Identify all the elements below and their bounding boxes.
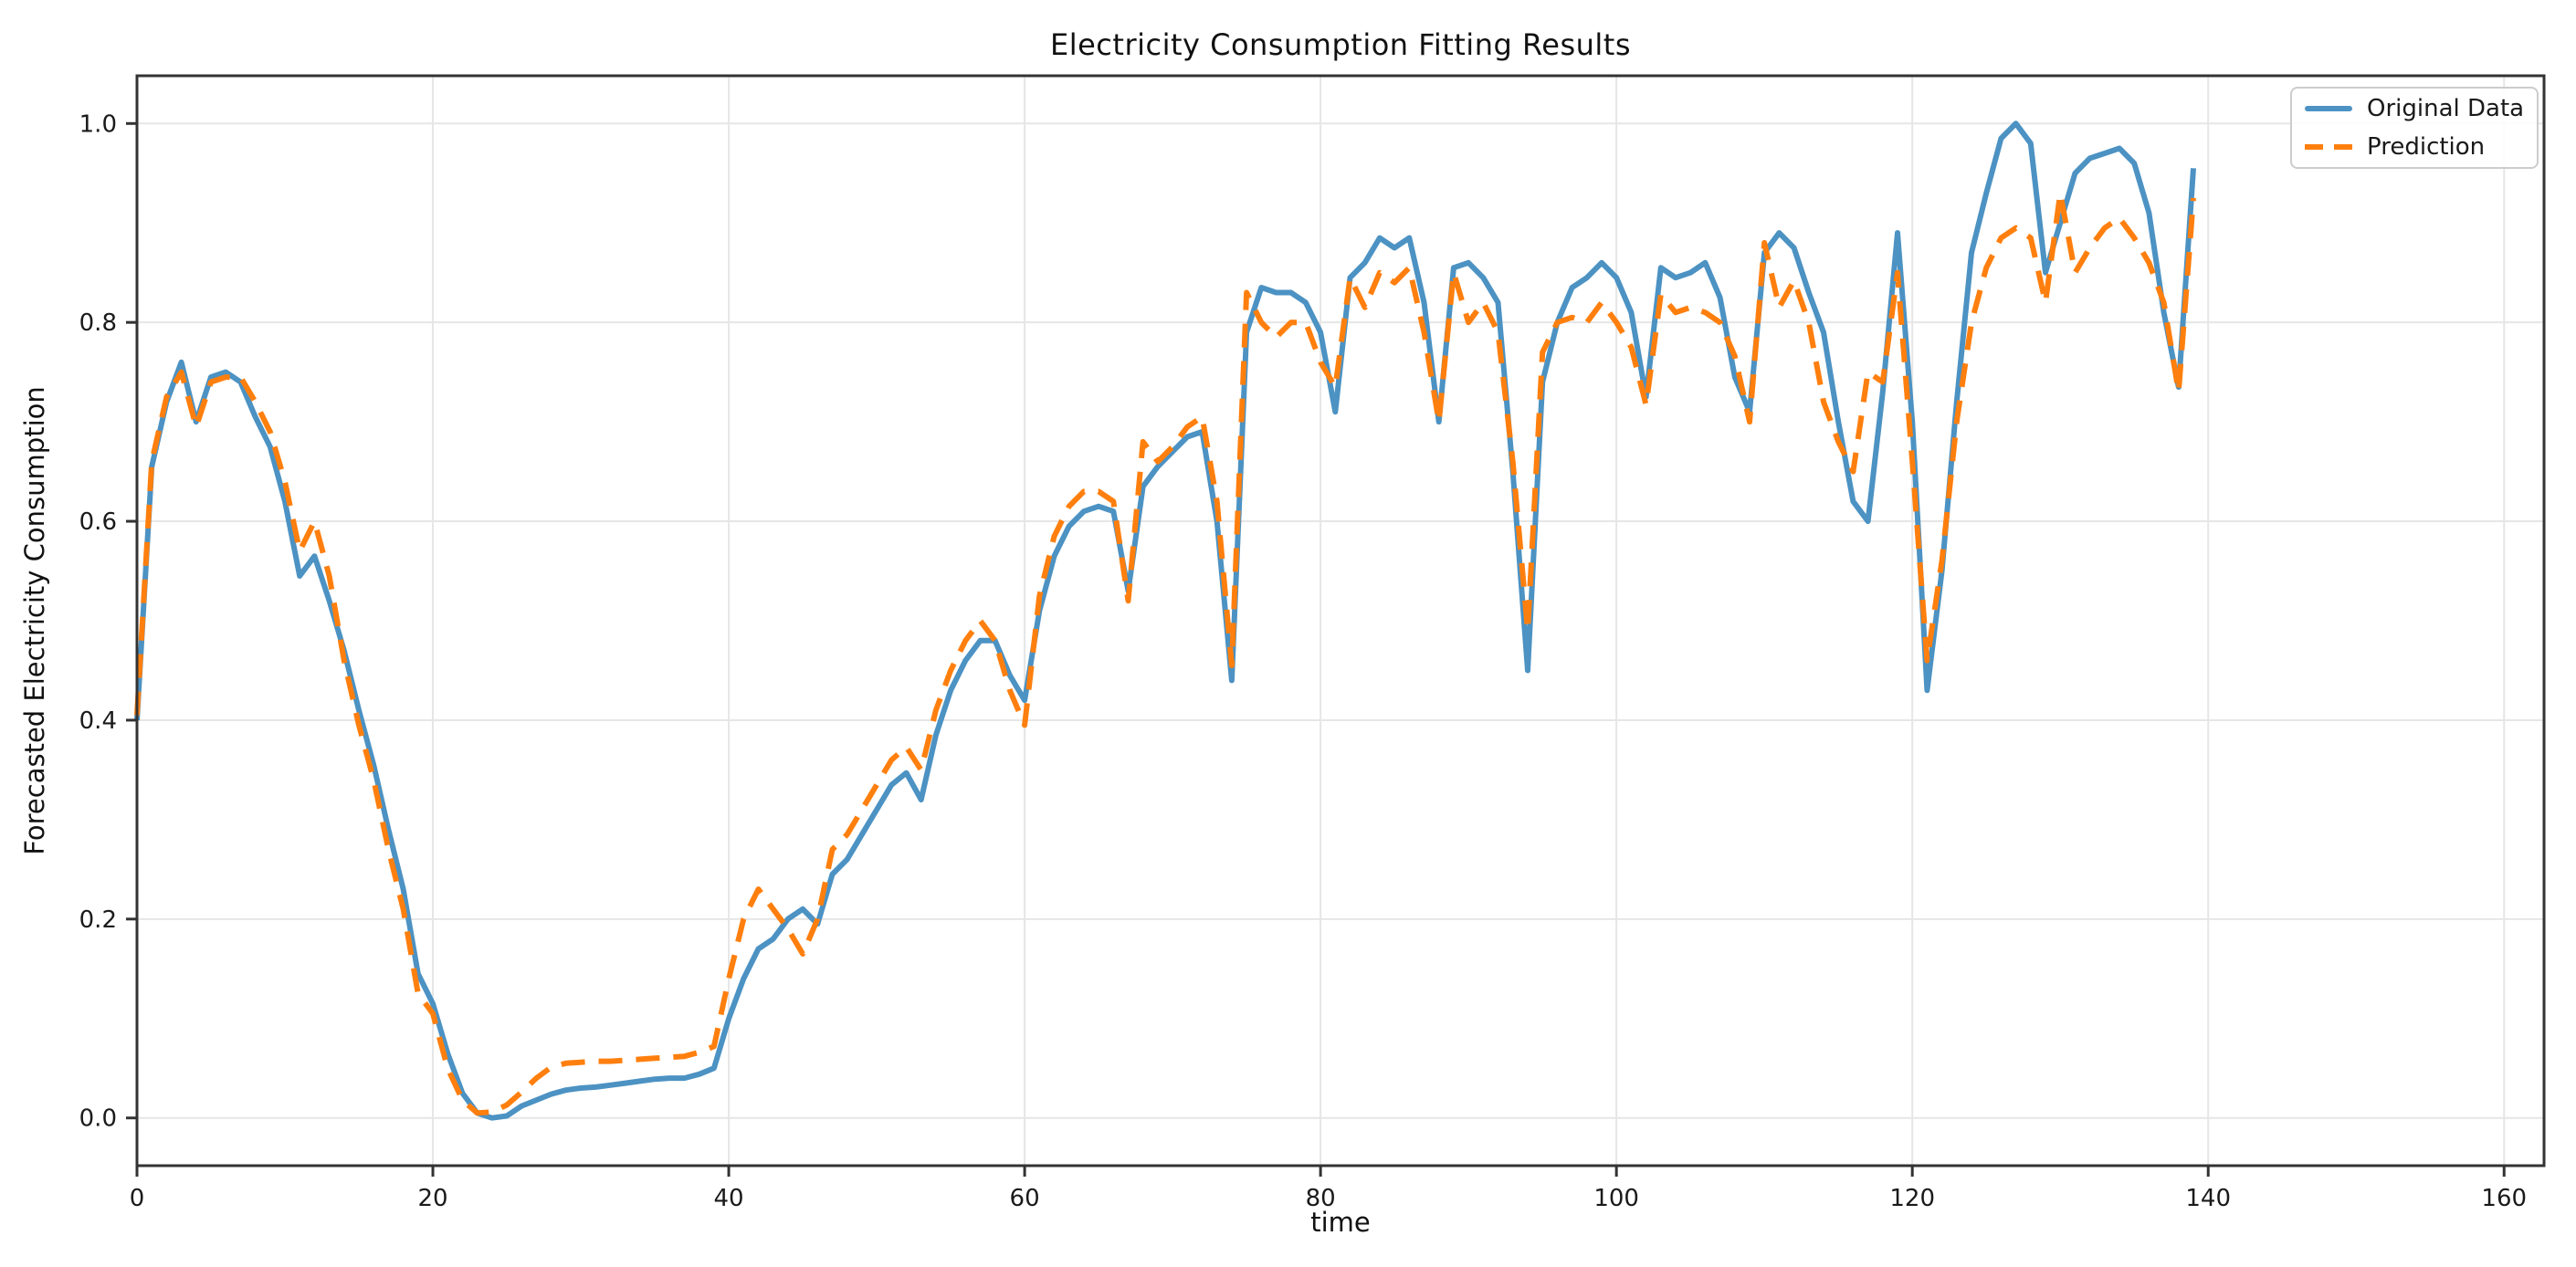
y-tick-label: 1.0 bbox=[79, 110, 117, 138]
data-series bbox=[134, 120, 2196, 1121]
plot-border bbox=[135, 74, 2546, 1168]
legend-label: Original Data bbox=[2367, 95, 2525, 122]
x-tick-label: 40 bbox=[714, 1185, 744, 1212]
x-tick-label: 120 bbox=[1889, 1185, 1935, 1212]
x-tick-label: 100 bbox=[1593, 1185, 1639, 1212]
y-tick-label: 0.2 bbox=[79, 906, 117, 934]
axis-ticks bbox=[126, 121, 2506, 1177]
axis-tick-labels: 0 20 40 60 80 100 120 140 160 0.0 0.2 0.4 0.6 0.8 1.0 bbox=[79, 110, 2527, 1212]
prediction-line-swatch bbox=[2305, 144, 2352, 150]
y-tick-label: 0.8 bbox=[79, 309, 117, 337]
x-tick-label: 60 bbox=[1010, 1185, 1040, 1212]
legend-label: Prediction bbox=[2367, 133, 2486, 161]
y-tick-label: 0.6 bbox=[79, 508, 117, 536]
y-tick-label: 0.0 bbox=[79, 1105, 117, 1133]
x-tick-label: 0 bbox=[130, 1185, 145, 1212]
gridlines bbox=[136, 76, 2544, 1166]
legend-item-original-data: Original Data bbox=[2305, 95, 2524, 122]
x-tick-label: 140 bbox=[2185, 1185, 2231, 1212]
chart-title: Electricity Consumption Fitting Results bbox=[1050, 27, 1631, 62]
x-tick-label: 160 bbox=[2481, 1185, 2527, 1212]
original-data-line bbox=[134, 120, 2196, 1121]
original-data-line-swatch bbox=[2305, 106, 2352, 111]
legend: Original Data Prediction bbox=[2290, 87, 2539, 169]
x-tick-label: 80 bbox=[1306, 1185, 1336, 1212]
y-tick-label: 0.4 bbox=[79, 707, 117, 735]
prediction-line bbox=[134, 190, 2196, 1116]
y-axis-label: Forecasted Electricity Consumption bbox=[19, 386, 50, 855]
legend-item-prediction: Prediction bbox=[2305, 133, 2524, 161]
x-tick-label: 20 bbox=[417, 1185, 447, 1212]
x-axis-label: time bbox=[1310, 1207, 1371, 1238]
axes-spines bbox=[135, 74, 2546, 1168]
